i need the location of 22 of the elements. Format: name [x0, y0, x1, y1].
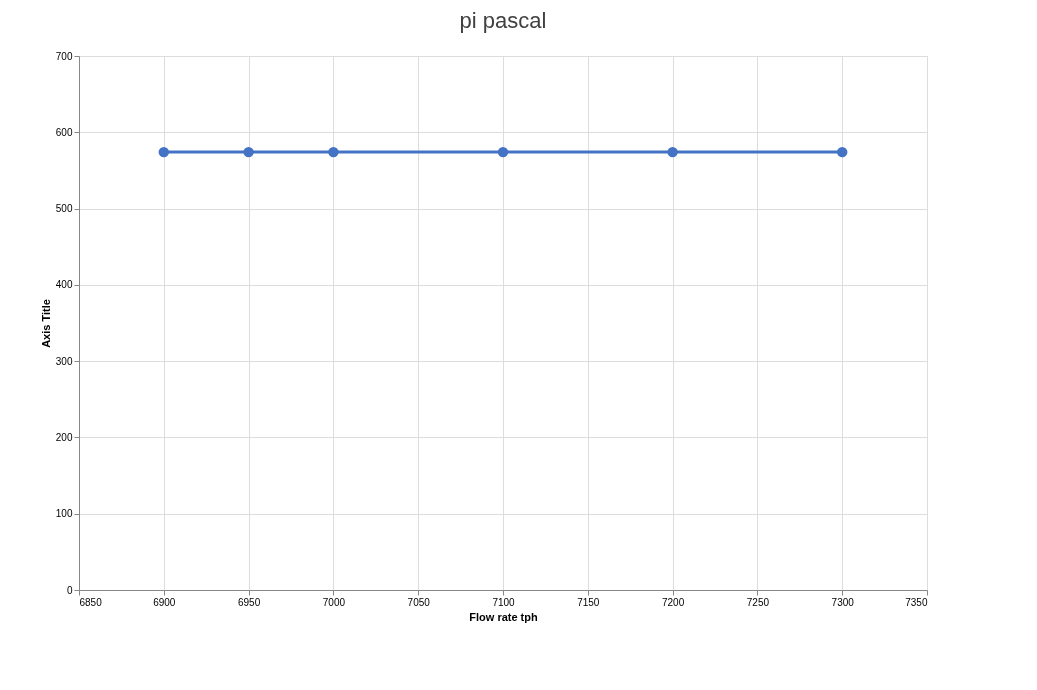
y-tick-label: 100	[55, 508, 73, 520]
x-tick-label: 7250	[746, 596, 770, 608]
y-tick-label: 200	[55, 431, 73, 443]
y-tick-label: 400	[55, 279, 73, 291]
x-tick-label: 7100	[492, 596, 516, 608]
x-tick-label: 7350	[905, 596, 928, 608]
x-tick-label: 7200	[661, 596, 685, 608]
x-tick-label: 6900	[153, 596, 176, 608]
x-tick-label: 7150	[577, 596, 600, 608]
chart-title: pi pascal	[459, 8, 547, 33]
y-tick-label: 700	[55, 50, 73, 62]
y-tick-label: 500	[55, 203, 73, 215]
x-tick-label: 6950	[237, 596, 261, 608]
x-axis-title: Flow rate tph	[469, 610, 538, 623]
x-tick-label: 6850	[79, 596, 103, 608]
y-tick-label: 0	[66, 584, 73, 596]
y-tick-label: 300	[55, 355, 73, 367]
x-tick-label: 7050	[407, 596, 431, 608]
x-tick-label: 7000	[322, 596, 346, 608]
y-tick-label: 600	[55, 126, 73, 138]
y-axis-title: Axis Title	[39, 299, 52, 348]
x-tick-label: 7300	[831, 596, 855, 608]
